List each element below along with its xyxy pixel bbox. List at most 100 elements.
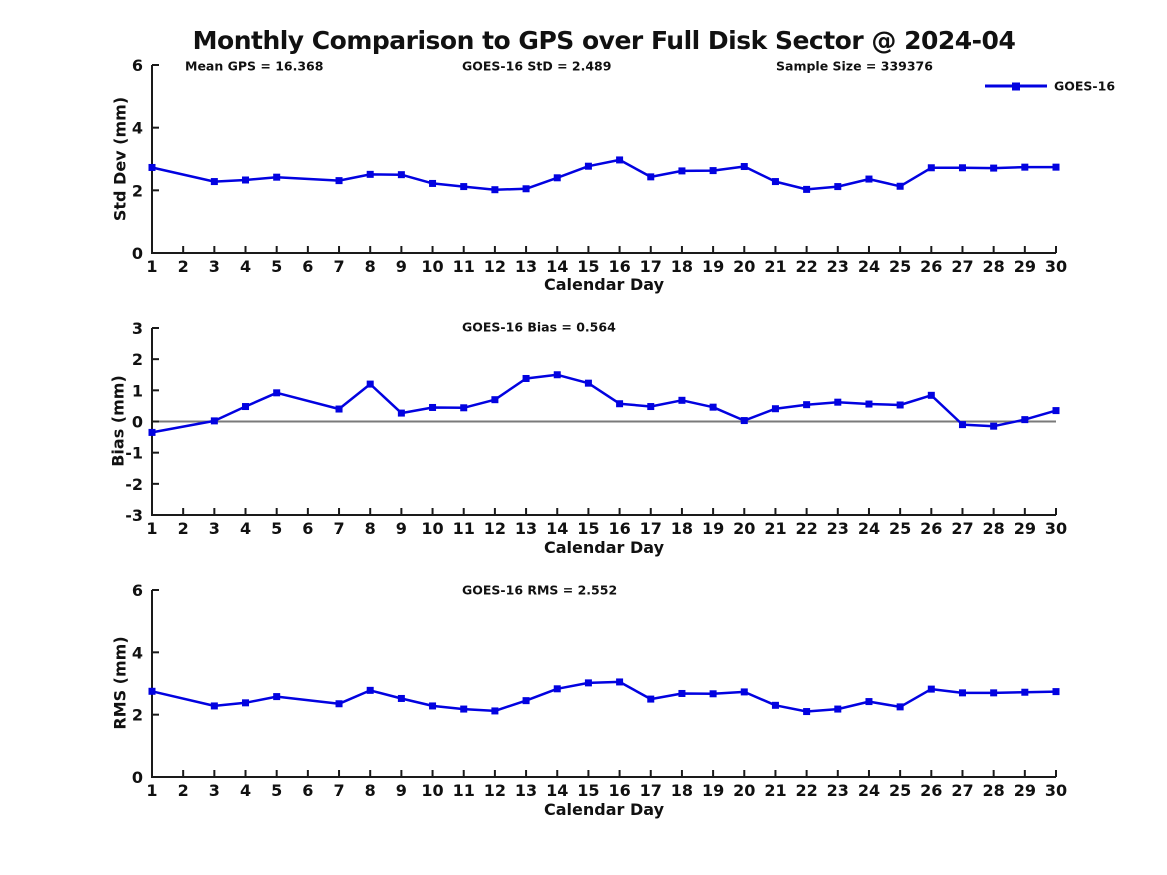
data-point [273, 693, 281, 701]
x-tick-label: 9 [396, 781, 407, 800]
x-tick-label: 1 [146, 781, 157, 800]
data-point [1052, 407, 1060, 415]
y-tick-label: 4 [132, 119, 143, 138]
x-tick-label: 28 [983, 519, 1005, 538]
y-tick-label: 6 [132, 56, 143, 75]
data-point [148, 428, 156, 436]
x-tick-label: 19 [702, 781, 724, 800]
x-tick-label: 16 [608, 519, 630, 538]
x-tick-label: 4 [240, 257, 251, 276]
data-point [834, 183, 842, 191]
data-point [1021, 416, 1029, 424]
data-point [927, 164, 935, 172]
y-tick-label: 3 [132, 319, 143, 338]
data-point [460, 183, 468, 191]
data-point [242, 699, 250, 707]
data-point [584, 679, 592, 687]
data-point [366, 380, 374, 388]
x-tick-label: 8 [365, 257, 376, 276]
data-point [429, 403, 437, 411]
y-tick-label: 0 [132, 413, 143, 432]
x-tick-label: 27 [951, 519, 973, 538]
data-point [616, 156, 624, 164]
x-tick-label: 9 [396, 519, 407, 538]
x-tick-label: 6 [302, 781, 313, 800]
x-tick-label: 10 [421, 781, 443, 800]
data-point [834, 398, 842, 406]
data-point [553, 685, 561, 693]
x-tick-label: 20 [733, 519, 755, 538]
data-point [1021, 688, 1029, 696]
x-tick-label: 8 [365, 519, 376, 538]
data-point [678, 396, 686, 404]
data-point [740, 417, 748, 425]
x-tick-label: 24 [858, 519, 880, 538]
x-tick-label: 25 [889, 257, 911, 276]
x-tick-label: 20 [733, 781, 755, 800]
chart-title: Monthly Comparison to GPS over Full Disk… [192, 26, 1016, 55]
data-point [397, 694, 405, 702]
x-tick-label: 19 [702, 257, 724, 276]
data-point [709, 690, 717, 698]
data-point [834, 705, 842, 713]
data-point [460, 705, 468, 713]
y-tick-label: 1 [132, 381, 143, 400]
data-point [678, 689, 686, 697]
data-point [397, 409, 405, 417]
data-point [647, 695, 655, 703]
x-tick-label: 23 [827, 257, 849, 276]
x-tick-label: 15 [577, 519, 599, 538]
ylabel-std-dev: Std Dev (mm) [110, 96, 130, 222]
x-tick-label: 12 [484, 781, 506, 800]
data-point [740, 688, 748, 696]
x-tick-label: 27 [951, 781, 973, 800]
x-tick-label: 23 [827, 781, 849, 800]
x-tick-label: 2 [178, 781, 189, 800]
data-point [1052, 688, 1060, 696]
x-tick-label: 22 [795, 519, 817, 538]
data-point [491, 396, 499, 404]
xlabel-calendar-day-3: Calendar Day [544, 800, 664, 819]
data-point [647, 403, 655, 411]
data-point [616, 400, 624, 408]
data-point [584, 162, 592, 170]
data-point [210, 417, 218, 425]
stat-goes16-bias: GOES-16 Bias = 0.564 [462, 319, 616, 335]
data-point [491, 707, 499, 715]
x-tick-label: 30 [1045, 519, 1067, 538]
x-tick-label: 21 [764, 781, 786, 800]
legend-label: GOES-16 [1054, 78, 1116, 94]
x-tick-label: 13 [515, 257, 537, 276]
x-tick-label: 26 [920, 519, 942, 538]
data-point [460, 404, 468, 412]
data-point [335, 177, 343, 185]
x-tick-label: 22 [795, 257, 817, 276]
x-tick-label: 21 [764, 519, 786, 538]
data-point [803, 185, 811, 193]
ylabel-rms: RMS (mm) [110, 636, 130, 730]
x-tick-label: 8 [365, 781, 376, 800]
x-tick-label: 20 [733, 257, 755, 276]
y-tick-label: -2 [125, 475, 143, 494]
data-point [335, 700, 343, 708]
data-point [958, 164, 966, 172]
stat-goes16-rms: GOES-16 RMS = 2.552 [462, 582, 618, 598]
legend-line-sample [985, 82, 1047, 90]
data-point [958, 689, 966, 697]
x-tick-label: 11 [453, 257, 475, 276]
y-tick-label: -1 [125, 444, 143, 463]
data-point [771, 178, 779, 186]
x-tick-label: 7 [333, 781, 344, 800]
x-tick-label: 5 [271, 519, 282, 538]
data-point [1021, 163, 1029, 171]
x-tick-label: 3 [209, 781, 220, 800]
data-point [896, 182, 904, 190]
x-tick-label: 3 [209, 519, 220, 538]
y-tick-label: 4 [132, 643, 143, 662]
x-tick-label: 15 [577, 257, 599, 276]
data-point [522, 697, 530, 705]
data-point [335, 405, 343, 413]
data-point [522, 374, 530, 382]
